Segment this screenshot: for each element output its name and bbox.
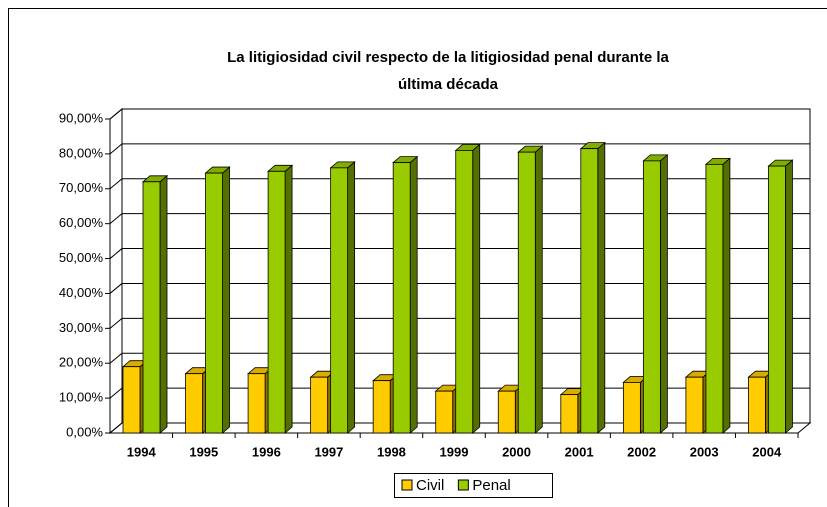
bar-side xyxy=(659,153,668,434)
grid-line xyxy=(109,108,123,120)
x-tick-label: 2000 xyxy=(502,444,531,459)
bar xyxy=(768,165,786,434)
bar-side xyxy=(534,145,543,434)
y-tick-label: 20,00% xyxy=(59,355,104,370)
bar-side xyxy=(284,164,293,434)
bar xyxy=(517,151,536,434)
bar xyxy=(560,394,579,434)
bar xyxy=(685,376,704,434)
y-tick-label: 50,00% xyxy=(59,250,104,265)
bar-side xyxy=(472,143,481,434)
y-tick-label: 30,00% xyxy=(59,320,104,335)
y-tick-label: 80,00% xyxy=(59,145,104,160)
grid-line xyxy=(109,387,123,399)
bar xyxy=(622,382,641,434)
bar-side xyxy=(409,155,418,434)
grid-line xyxy=(109,422,123,434)
legend-swatch xyxy=(401,479,413,491)
bar xyxy=(372,380,391,434)
y-tick-label: 0,00% xyxy=(66,424,103,439)
bar xyxy=(642,160,661,434)
x-tick-label: 1998 xyxy=(377,444,406,459)
bar xyxy=(122,366,141,434)
bar xyxy=(497,390,516,434)
bar-side xyxy=(722,157,731,434)
grid-line xyxy=(109,317,123,329)
legend-label: Penal xyxy=(472,477,510,494)
y-tick-label: 10,00% xyxy=(59,390,104,405)
side-wall xyxy=(109,107,123,435)
chart-title: La litigiosidad civil respecto de la lit… xyxy=(227,49,669,93)
x-tick-label: 1996 xyxy=(252,444,281,459)
x-tick-label: 1995 xyxy=(189,444,218,459)
grid-line xyxy=(109,248,123,259)
grid-line xyxy=(109,352,123,364)
bar xyxy=(205,172,223,434)
grid-line xyxy=(109,178,123,190)
y-tick-label: 70,00% xyxy=(59,180,104,195)
y-tick-label: 60,00% xyxy=(59,215,104,230)
legend-label: Civil xyxy=(416,477,444,494)
x-tick-label: 2002 xyxy=(627,444,656,459)
bar xyxy=(330,167,349,434)
grid-line xyxy=(109,143,123,155)
bar xyxy=(247,373,266,434)
x-tick-label: 1994 xyxy=(127,444,157,459)
bar-side xyxy=(347,160,356,434)
bar-side xyxy=(785,159,793,434)
bar-side xyxy=(597,141,606,434)
bar xyxy=(748,376,766,434)
bar xyxy=(267,170,286,434)
legend-box xyxy=(394,473,553,498)
x-tick-label: 2001 xyxy=(565,444,594,459)
x-tick-label: 1999 xyxy=(440,444,469,459)
y-tick-label: 40,00% xyxy=(59,285,104,300)
bar xyxy=(310,376,329,434)
bar xyxy=(580,148,599,434)
bar xyxy=(185,373,203,434)
x-tick-label: 2003 xyxy=(690,444,719,459)
bar xyxy=(435,390,454,434)
bar xyxy=(142,181,161,434)
bar xyxy=(705,163,724,434)
grid-line xyxy=(109,283,123,294)
bar-side xyxy=(222,166,230,434)
grid-line xyxy=(109,213,123,225)
bar xyxy=(455,149,474,434)
bar-side xyxy=(159,174,168,434)
bar xyxy=(392,162,411,434)
y-tick-label: 90,00% xyxy=(59,110,104,125)
x-tick-label: 2004 xyxy=(752,444,782,459)
legend-swatch xyxy=(457,479,469,491)
x-tick-label: 1997 xyxy=(314,444,343,459)
